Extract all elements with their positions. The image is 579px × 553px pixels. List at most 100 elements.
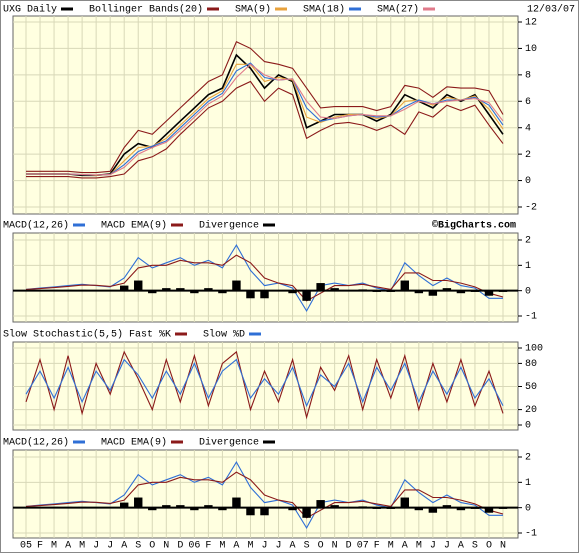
x-tick-label: M <box>388 541 394 552</box>
legend-label: MACD(12,26) <box>3 437 69 449</box>
y-tick-label: 100 <box>525 344 543 355</box>
x-tick-label: A <box>233 541 239 552</box>
bar <box>232 280 241 291</box>
series-line <box>25 471 504 519</box>
bar <box>246 290 255 299</box>
series-line <box>25 358 504 408</box>
y-tick-label: 0 <box>525 503 531 514</box>
bar <box>35 290 45 291</box>
x-tick-label: F <box>205 541 211 552</box>
bar <box>358 506 367 508</box>
series-line <box>26 41 504 174</box>
bar <box>260 290 269 299</box>
x-tick-label: 06 <box>188 541 200 552</box>
series-line <box>26 80 504 179</box>
bar <box>77 506 87 508</box>
bar <box>316 500 325 508</box>
bar <box>260 507 269 516</box>
series-line <box>25 254 504 302</box>
legend-label: MACD(12,26) <box>3 220 69 232</box>
y-tick-label: 4 <box>525 123 531 134</box>
x-tick-label: J <box>444 541 450 552</box>
bar <box>330 505 339 508</box>
panel-title: Slow Stochastic(5,5) <box>3 329 123 341</box>
x-tick-label: 07 <box>357 541 369 552</box>
x-tick-label: F <box>374 541 380 552</box>
bar <box>119 502 129 508</box>
bar <box>176 288 185 291</box>
x-tick-label: M <box>416 541 422 552</box>
bar <box>372 507 381 509</box>
legend-label: Bollinger Bands(20) <box>89 4 203 16</box>
legend-label: MACD EMA(9) <box>101 437 167 449</box>
bar <box>498 507 508 509</box>
bar <box>77 289 87 291</box>
bar <box>316 283 325 291</box>
y-tick-label: 2 <box>525 453 531 464</box>
bar <box>414 290 424 294</box>
y-tick-label: -2 <box>525 203 537 214</box>
y-tick-label: -1 <box>525 529 537 540</box>
bar <box>470 290 480 292</box>
bar <box>105 507 115 509</box>
bar <box>470 507 480 509</box>
x-tick-label: N <box>500 541 506 552</box>
bar <box>190 507 199 511</box>
bar <box>218 290 227 294</box>
legend-label: UXG Daily <box>3 4 57 16</box>
bar <box>148 290 157 294</box>
bar <box>330 288 339 291</box>
bar <box>49 289 59 291</box>
bar <box>148 507 157 511</box>
x-tick-label: A <box>121 541 127 552</box>
bar <box>218 507 227 511</box>
bar <box>232 497 241 508</box>
x-tick-label: S <box>304 541 310 552</box>
legend-label: Divergence <box>199 220 259 232</box>
bar <box>288 507 297 511</box>
bar <box>302 290 311 301</box>
bar <box>246 507 255 516</box>
bar <box>49 506 59 508</box>
x-tick-label: J <box>93 541 99 552</box>
plot-area <box>12 232 519 323</box>
legend-label: SMA(27) <box>377 4 419 16</box>
bar <box>162 505 171 508</box>
bar <box>302 507 311 518</box>
x-tick-label: J <box>276 541 282 552</box>
series-line <box>26 63 504 176</box>
bar <box>484 290 494 296</box>
bar <box>134 497 143 508</box>
bar <box>204 288 213 291</box>
legend-label: Divergence <box>199 437 259 449</box>
legend-label: Fast %K <box>129 330 171 341</box>
y-tick-label: 1 <box>525 261 531 272</box>
y-tick-label: -1 <box>525 312 537 323</box>
bar <box>456 290 466 294</box>
bar <box>428 507 438 513</box>
bar <box>105 290 115 292</box>
bar <box>358 289 367 291</box>
bar <box>428 290 438 296</box>
y-tick-label: 50 <box>525 382 537 393</box>
bar <box>176 505 185 508</box>
bar <box>400 280 410 291</box>
bar <box>63 289 73 291</box>
bar <box>498 290 508 292</box>
bar <box>456 507 466 511</box>
x-tick-label: S <box>472 541 478 552</box>
y-tick-label: 1 <box>525 478 531 489</box>
y-tick-label: 2 <box>525 150 531 161</box>
bar <box>162 288 171 291</box>
x-tick-label: D <box>177 541 183 552</box>
x-tick-label: A <box>65 541 71 552</box>
date-label: 12/03/07 <box>527 4 575 16</box>
bar <box>372 290 381 292</box>
bar <box>119 285 129 291</box>
x-tick-label: J <box>430 541 436 552</box>
bar <box>63 506 73 508</box>
x-tick-label: O <box>149 541 155 552</box>
x-tick-label: J <box>107 541 113 552</box>
x-tick-label: N <box>332 541 338 552</box>
legend-label: SMA(18) <box>303 4 345 16</box>
